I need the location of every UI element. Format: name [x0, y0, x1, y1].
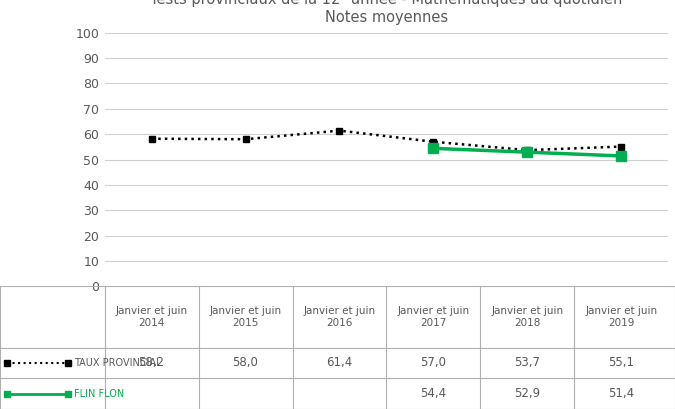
- Text: 54,4: 54,4: [421, 387, 446, 400]
- Text: Janvier et juin
2019: Janvier et juin 2019: [585, 306, 657, 328]
- Text: Janvier et juin
2015: Janvier et juin 2015: [209, 306, 281, 328]
- Text: Janvier et juin
2017: Janvier et juin 2017: [398, 306, 470, 328]
- Text: Janvier et juin
2018: Janvier et juin 2018: [491, 306, 564, 328]
- Text: 52,9: 52,9: [514, 387, 541, 400]
- Text: FLIN FLON: FLIN FLON: [74, 389, 124, 399]
- Text: 53,7: 53,7: [514, 357, 541, 369]
- Text: 55,1: 55,1: [608, 357, 634, 369]
- Text: 61,4: 61,4: [326, 357, 352, 369]
- Text: 58,0: 58,0: [233, 357, 259, 369]
- Text: 57,0: 57,0: [421, 357, 446, 369]
- Title: Tests provinciaux de la 12ᵉ année - Mathématiques au quotidien
Notes moyennes: Tests provinciaux de la 12ᵉ année - Math…: [151, 0, 622, 25]
- Text: Janvier et juin
2014: Janvier et juin 2014: [115, 306, 188, 328]
- Text: TAUX PROVINCIAL: TAUX PROVINCIAL: [74, 358, 162, 368]
- Text: 51,4: 51,4: [608, 387, 634, 400]
- Text: Janvier et juin
2016: Janvier et juin 2016: [303, 306, 375, 328]
- Text: 58,2: 58,2: [138, 357, 165, 369]
